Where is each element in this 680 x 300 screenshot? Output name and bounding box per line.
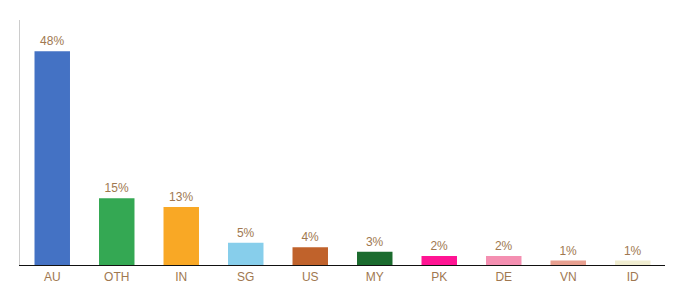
svg-text:3%: 3% xyxy=(366,235,384,249)
svg-text:1%: 1% xyxy=(559,244,577,258)
svg-text:AU: AU xyxy=(44,270,61,284)
svg-text:ID: ID xyxy=(627,270,639,284)
svg-text:13%: 13% xyxy=(169,190,193,204)
svg-text:US: US xyxy=(302,270,319,284)
svg-text:48%: 48% xyxy=(40,34,64,48)
svg-text:VN: VN xyxy=(560,270,577,284)
svg-text:2%: 2% xyxy=(495,239,513,253)
svg-text:IN: IN xyxy=(175,270,187,284)
svg-text:1%: 1% xyxy=(624,244,642,258)
svg-text:DE: DE xyxy=(495,270,512,284)
svg-text:OTH: OTH xyxy=(104,270,129,284)
svg-text:5%: 5% xyxy=(237,226,255,240)
svg-text:PK: PK xyxy=(431,270,447,284)
svg-text:MY: MY xyxy=(366,270,384,284)
svg-text:4%: 4% xyxy=(301,230,319,244)
svg-text:2%: 2% xyxy=(430,239,448,253)
svg-text:15%: 15% xyxy=(105,181,129,195)
svg-text:SG: SG xyxy=(237,270,254,284)
